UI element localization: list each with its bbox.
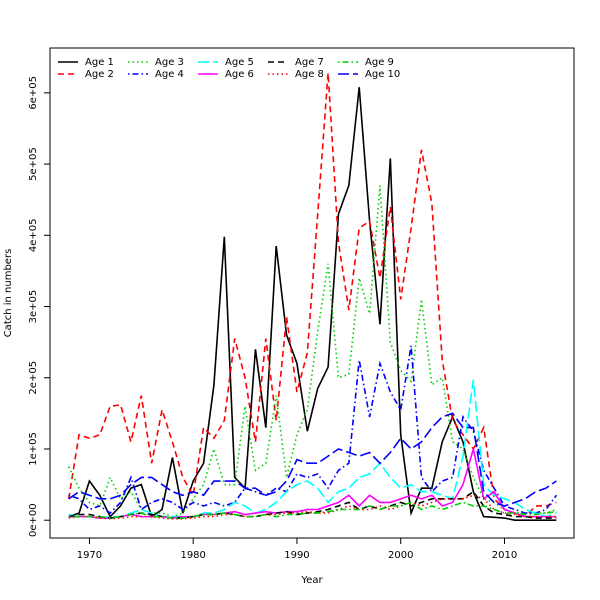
x-tick-label: 2010 — [492, 550, 517, 561]
series-line — [68, 412, 557, 507]
series-line — [68, 379, 557, 519]
y-axis-label: Catch in numbers — [3, 249, 14, 338]
y-tick-label: 2e+05 — [28, 361, 39, 395]
legend-label: Age 3 — [155, 57, 184, 68]
legend-label: Age 7 — [295, 57, 324, 68]
series-line — [68, 501, 557, 519]
series-line — [68, 87, 557, 521]
legend-label: Age 5 — [225, 57, 254, 68]
legend-label: Age 1 — [85, 57, 114, 68]
legend-label: Age 10 — [365, 69, 400, 80]
legend-label: Age 8 — [295, 69, 324, 80]
x-axis-label: Year — [300, 575, 323, 586]
y-tick-label: 1e+05 — [28, 432, 39, 466]
y-tick-label: 0e+00 — [28, 503, 39, 537]
y-tick-label: 5e+05 — [28, 147, 39, 181]
y-tick-label: 4e+05 — [28, 218, 39, 252]
series-line — [67, 72, 557, 518]
plot-frame — [49, 47, 575, 539]
y-tick-label: 3e+05 — [28, 290, 39, 324]
x-tick-label: 1990 — [284, 550, 309, 561]
x-tick-label: 1980 — [180, 550, 205, 561]
legend-label: Age 9 — [365, 57, 394, 68]
y-tick-label: 6e+05 — [28, 76, 39, 110]
legend-label: Age 2 — [85, 69, 114, 80]
series-line — [68, 490, 557, 519]
x-tick-label: 2000 — [388, 550, 413, 561]
x-tick-label: 1970 — [77, 550, 102, 561]
legend-label: Age 4 — [155, 69, 184, 80]
legend-label: Age 6 — [225, 69, 254, 80]
